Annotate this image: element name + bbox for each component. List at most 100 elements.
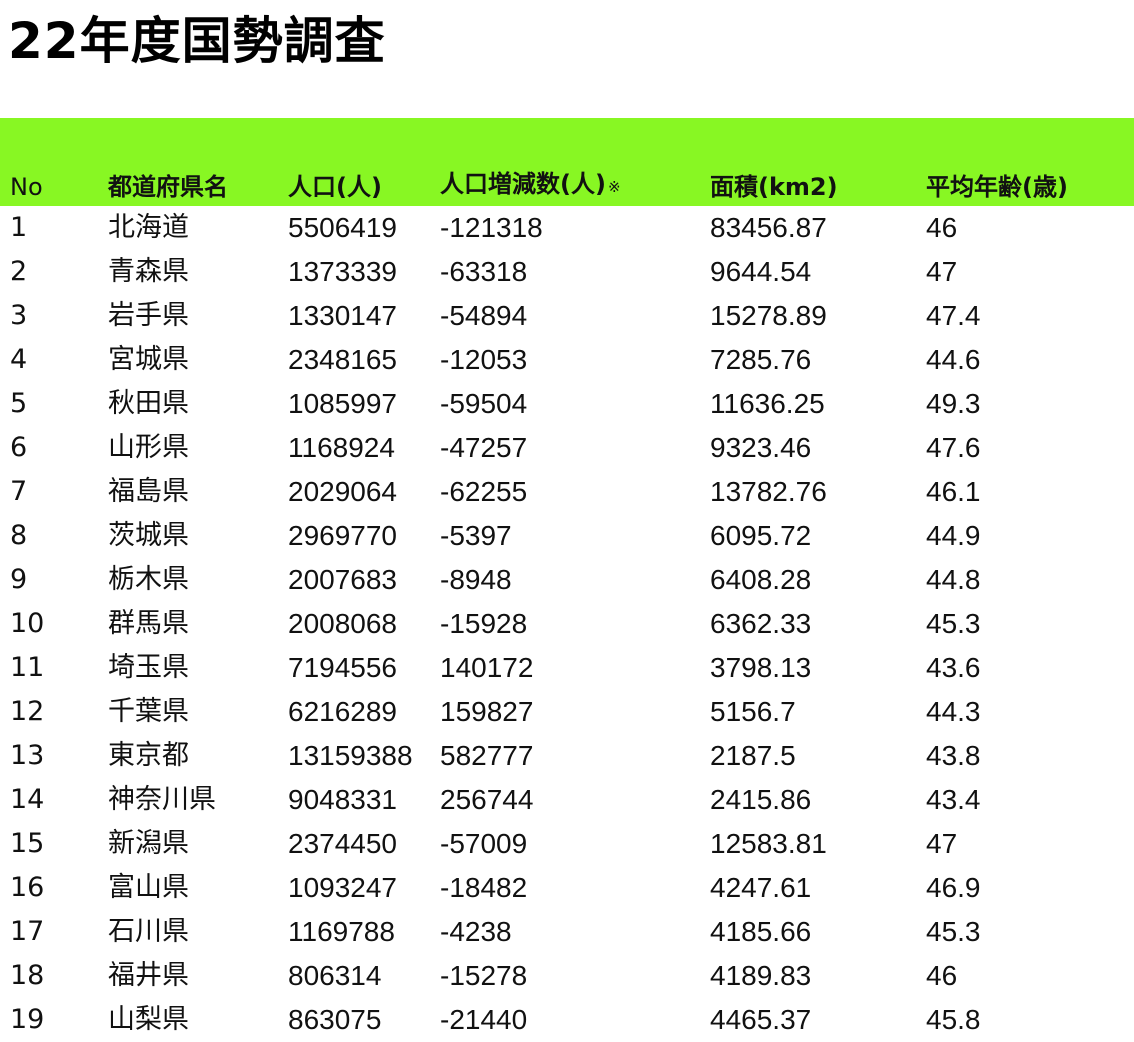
- table-row: 19 山梨県 863075 -21440 4465.37 45.8: [0, 998, 1134, 1042]
- cell-area: 2187.5: [710, 740, 796, 771]
- header-change: 人口増減数(人) ※: [430, 118, 700, 206]
- cell-no: 7: [10, 476, 28, 507]
- cell-change: -5397: [440, 520, 512, 551]
- cell-change: 256744: [440, 784, 534, 815]
- cell-area: 9644.54: [710, 256, 812, 287]
- cell-no: 2: [10, 256, 28, 287]
- cell-no: 6: [10, 432, 28, 463]
- cell-avg-age: 47: [926, 828, 958, 859]
- cell-avg-age: 47.4: [926, 300, 981, 331]
- cell-population: 1093247: [288, 872, 398, 903]
- cell-area: 6095.72: [710, 520, 812, 551]
- cell-area: 4189.83: [710, 960, 812, 991]
- cell-area: 83456.87: [710, 212, 827, 243]
- table-row: 17 石川県 1169788 -4238 4185.66 45.3: [0, 910, 1134, 954]
- cell-no: 17: [10, 916, 45, 947]
- cell-prefecture: 山形県: [108, 432, 189, 463]
- cell-avg-age: 43.6: [926, 652, 981, 683]
- cell-no: 15: [10, 828, 45, 859]
- header-change-label: 人口増減数(人): [440, 170, 606, 198]
- cell-no: 8: [10, 520, 28, 551]
- cell-prefecture: 北海道: [108, 212, 189, 243]
- table-row: 1 北海道 5506419 -121318 83456.87 46: [0, 206, 1134, 250]
- cell-no: 5: [10, 388, 28, 419]
- census-table: No 都道府県名 人口(人) 人口増減数(人) ※ 面積(km2) 平均年齢(歳)…: [0, 118, 1134, 1042]
- cell-population: 5506419: [288, 212, 398, 243]
- cell-no: 3: [10, 300, 28, 331]
- cell-avg-age: 44.3: [926, 696, 981, 727]
- cell-no: 14: [10, 784, 45, 815]
- cell-area: 7285.76: [710, 344, 812, 375]
- cell-prefecture: 東京都: [108, 740, 189, 771]
- table-row: 7 福島県 2029064 -62255 13782.76 46.1: [0, 470, 1134, 514]
- page-title: 22年度国勢調査: [8, 12, 386, 70]
- cell-change: -47257: [440, 432, 528, 463]
- cell-avg-age: 44.6: [926, 344, 981, 375]
- cell-prefecture: 秋田県: [108, 388, 189, 419]
- census-table-container: No 都道府県名 人口(人) 人口増減数(人) ※ 面積(km2) 平均年齢(歳)…: [0, 118, 1134, 1042]
- cell-prefecture: 新潟県: [108, 828, 189, 859]
- cell-prefecture: 宮城県: [108, 344, 189, 375]
- cell-no: 13: [10, 740, 45, 771]
- cell-change: -54894: [440, 300, 528, 331]
- cell-prefecture: 石川県: [108, 916, 189, 947]
- cell-avg-age: 44.8: [926, 564, 981, 595]
- cell-area: 11636.25: [710, 388, 825, 419]
- cell-change: 140172: [440, 652, 534, 683]
- cell-population: 1373339: [288, 256, 398, 287]
- cell-population: 2029064: [288, 476, 398, 507]
- cell-no: 11: [10, 652, 45, 683]
- cell-area: 3798.13: [710, 652, 812, 683]
- cell-change: -12053: [440, 344, 528, 375]
- cell-population: 2007683: [288, 564, 398, 595]
- cell-prefecture: 福島県: [108, 476, 189, 507]
- table-row: 2 青森県 1373339 -63318 9644.54 47: [0, 250, 1134, 294]
- cell-avg-age: 45.3: [926, 916, 981, 947]
- table-row: 5 秋田県 1085997 -59504 11636.25 49.3: [0, 382, 1134, 426]
- cell-avg-age: 44.9: [926, 520, 981, 551]
- cell-avg-age: 43.8: [926, 740, 981, 771]
- cell-area: 6408.28: [710, 564, 812, 595]
- cell-prefecture: 埼玉県: [108, 652, 189, 683]
- table-row: 10 群馬県 2008068 -15928 6362.33 45.3: [0, 602, 1134, 646]
- cell-population: 863075: [288, 1004, 382, 1035]
- cell-change: -57009: [440, 828, 528, 859]
- cell-avg-age: 46: [926, 212, 958, 243]
- cell-no: 10: [10, 608, 45, 639]
- cell-avg-age: 46: [926, 960, 958, 991]
- header-area: 面積(km2): [710, 173, 838, 201]
- cell-avg-age: 47: [926, 256, 958, 287]
- header-population: 人口(人): [288, 173, 382, 201]
- cell-prefecture: 青森県: [108, 256, 189, 287]
- cell-population: 1330147: [288, 300, 398, 331]
- cell-change: -63318: [440, 256, 528, 287]
- cell-avg-age: 45.8: [926, 1004, 981, 1035]
- cell-population: 13159388: [288, 740, 413, 771]
- cell-change: -4238: [440, 916, 512, 947]
- cell-area: 13782.76: [710, 476, 827, 507]
- table-row: 6 山形県 1168924 -47257 9323.46 47.6: [0, 426, 1134, 470]
- cell-no: 19: [10, 1004, 45, 1035]
- table-row: 14 神奈川県 9048331 256744 2415.86 43.4: [0, 778, 1134, 822]
- cell-prefecture: 栃木県: [108, 564, 189, 595]
- header-row: No 都道府県名 人口(人) 人口増減数(人) ※ 面積(km2) 平均年齢(歳): [0, 118, 1134, 206]
- cell-change: -59504: [440, 388, 528, 419]
- cell-population: 806314: [288, 960, 382, 991]
- cell-change: -18482: [440, 872, 528, 903]
- cell-population: 1168924: [288, 432, 395, 463]
- table-row: 11 埼玉県 7194556 140172 3798.13 43.6: [0, 646, 1134, 690]
- header-prefecture: 都道府県名: [108, 173, 228, 201]
- cell-prefecture: 山梨県: [108, 1004, 189, 1035]
- cell-change: -121318: [440, 212, 543, 243]
- cell-no: 4: [10, 344, 28, 375]
- cell-population: 2008068: [288, 608, 398, 639]
- cell-no: 16: [10, 872, 45, 903]
- cell-area: 4465.37: [710, 1004, 812, 1035]
- cell-avg-age: 47.6: [926, 432, 981, 463]
- table-row: 9 栃木県 2007683 -8948 6408.28 44.8: [0, 558, 1134, 602]
- cell-population: 1169788: [288, 916, 395, 947]
- cell-change: -8948: [440, 564, 512, 595]
- cell-avg-age: 49.3: [926, 388, 981, 419]
- cell-population: 6216289: [288, 696, 398, 727]
- header-change-note-mark: ※: [607, 178, 621, 196]
